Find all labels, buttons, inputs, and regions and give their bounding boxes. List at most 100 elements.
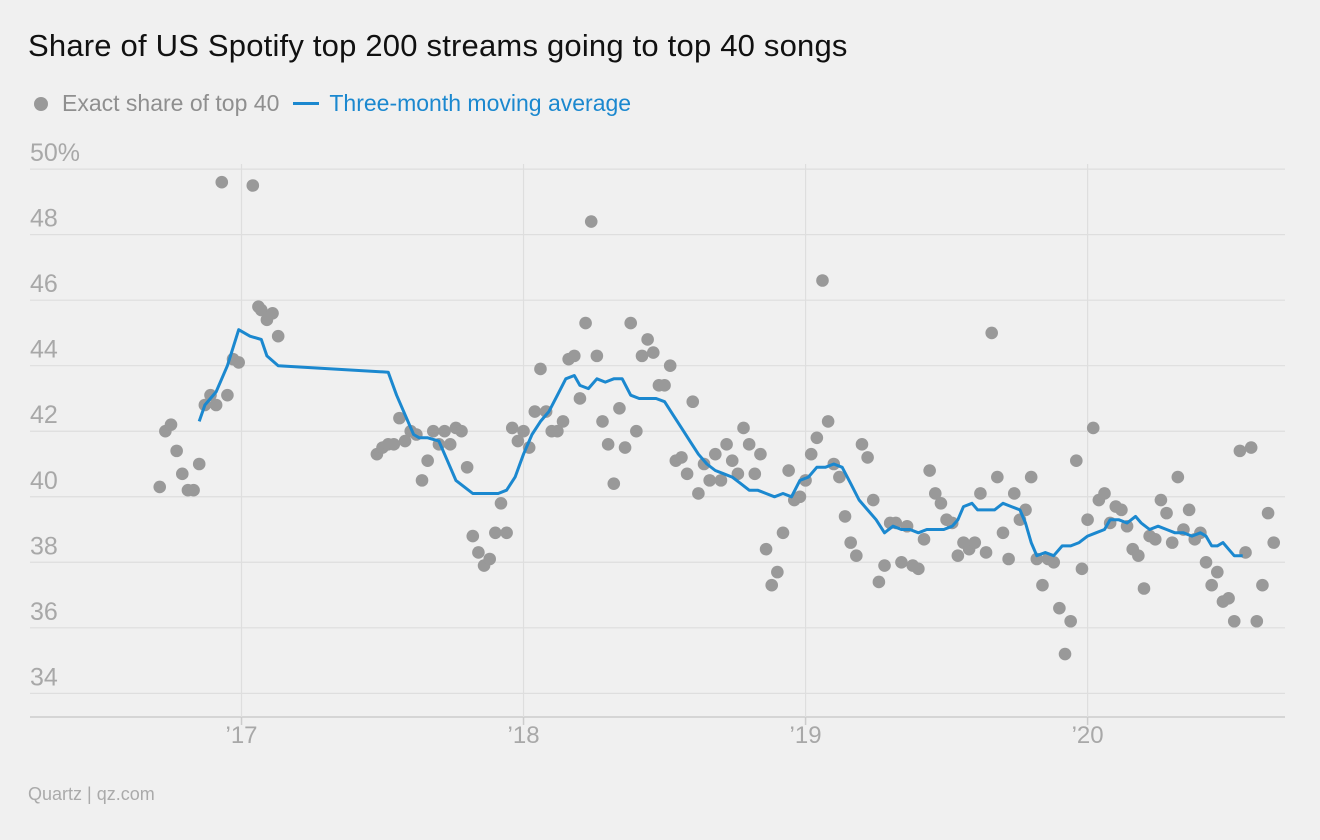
scatter-point — [895, 555, 908, 569]
scatter-point — [979, 546, 993, 559]
scatter-point — [821, 415, 835, 428]
scatter-point — [697, 457, 711, 471]
scatter-point — [511, 434, 525, 448]
scatter-point — [917, 533, 931, 546]
y-tick-label: 46 — [30, 270, 58, 298]
scatter-point — [850, 549, 863, 563]
y-axis-ticks: 50% 48 46 44 42 40 38 36 34 — [30, 139, 80, 691]
gridlines — [30, 164, 1285, 725]
scatter-point — [426, 424, 440, 438]
scatter-point — [266, 306, 279, 320]
moving-average-line — [197, 328, 1243, 558]
scatter-point — [215, 175, 229, 189]
scatter-point — [1007, 487, 1021, 500]
chart-legend: Exact share of top 40 Three-month moving… — [34, 90, 645, 117]
scatter-point — [415, 474, 429, 487]
scatter-point — [175, 467, 189, 481]
scatter-point — [720, 438, 733, 451]
y-tick-label: 36 — [30, 598, 58, 626]
y-tick-label: 34 — [30, 663, 58, 691]
scatter-point — [1211, 565, 1224, 579]
scatter-point — [500, 526, 513, 540]
scatter-point — [951, 549, 965, 563]
scatter-point — [1053, 601, 1066, 615]
scatter-point — [934, 497, 948, 510]
scatter-point — [460, 460, 474, 474]
scatter-point — [438, 424, 451, 438]
scatter-point — [1227, 614, 1241, 628]
scatter-point — [641, 333, 654, 346]
scatter-point — [1024, 470, 1038, 484]
scatter-point — [393, 411, 406, 425]
scatter-point — [472, 546, 485, 559]
moving-average-series — [197, 328, 1243, 558]
scatter-point — [968, 536, 982, 549]
scatter-point — [1256, 578, 1269, 592]
scatter-point — [703, 474, 716, 487]
scatter-point — [771, 565, 784, 579]
scatter-point — [596, 415, 609, 428]
y-tick-label: 44 — [30, 336, 58, 364]
scatter-point — [1222, 592, 1235, 605]
scatter-point — [1233, 444, 1247, 458]
scatter-point — [204, 388, 217, 402]
scatter-point — [974, 487, 987, 500]
scatter-point — [776, 526, 790, 540]
scatter-series — [153, 175, 1281, 661]
scatter-point — [737, 421, 750, 435]
scatter-point — [878, 559, 891, 572]
scatter-point — [844, 536, 857, 549]
scatter-point — [489, 526, 502, 540]
scatter-point — [443, 438, 457, 451]
legend-label-dots: Exact share of top 40 — [62, 90, 280, 116]
scatter-point — [1064, 614, 1077, 628]
scatter-point — [1132, 549, 1145, 563]
scatter-point — [748, 467, 762, 481]
scatter-point — [1115, 503, 1128, 517]
scatter-point — [556, 415, 570, 428]
x-axis-ticks: ’17 ’18 ’19 ’20 — [226, 722, 1104, 749]
y-tick-label: 50% — [30, 139, 80, 167]
scatter-point — [209, 398, 223, 412]
scatter-point — [1261, 506, 1275, 520]
scatter-point — [1086, 421, 1100, 435]
scatter-point — [601, 438, 615, 451]
scatter-point — [187, 483, 200, 497]
scatter-point — [271, 329, 285, 343]
scatter-point — [1160, 506, 1173, 520]
scatter-point — [568, 349, 581, 363]
x-tick-label: ’19 — [790, 722, 822, 749]
scatter-point — [923, 464, 936, 477]
scatter-point — [759, 542, 773, 556]
scatter-point — [1036, 578, 1049, 592]
scatter-point — [731, 467, 745, 481]
scatter-point — [164, 418, 178, 431]
scatter-point — [646, 346, 660, 359]
scatter-point — [505, 421, 519, 435]
source-credit: Quartz | qz.com — [28, 784, 155, 804]
blue-line-icon — [293, 102, 320, 105]
x-tick-label: ’17 — [226, 722, 258, 749]
scatter-point — [579, 316, 592, 330]
scatter-point — [675, 451, 688, 464]
scatter-point — [663, 359, 677, 372]
scatter-point — [1199, 555, 1213, 569]
x-tick-label: ’18 — [508, 722, 540, 749]
scatter-point — [635, 349, 649, 363]
scatter-point — [153, 480, 167, 494]
scatter-point — [1070, 454, 1083, 468]
y-tick-label: 40 — [30, 467, 58, 495]
scatter-point — [765, 578, 779, 592]
scatter-point — [528, 405, 542, 418]
scatter-point — [991, 470, 1004, 484]
y-tick-label: 42 — [30, 401, 58, 429]
scatter-point — [246, 179, 260, 192]
scatter-point — [1098, 487, 1111, 500]
scatter-point — [928, 487, 942, 500]
scatter-point — [1002, 552, 1015, 566]
scatter-point — [192, 457, 206, 471]
scatter-point — [1058, 647, 1072, 661]
scatter-point — [517, 424, 530, 438]
scatter-point — [584, 215, 598, 228]
